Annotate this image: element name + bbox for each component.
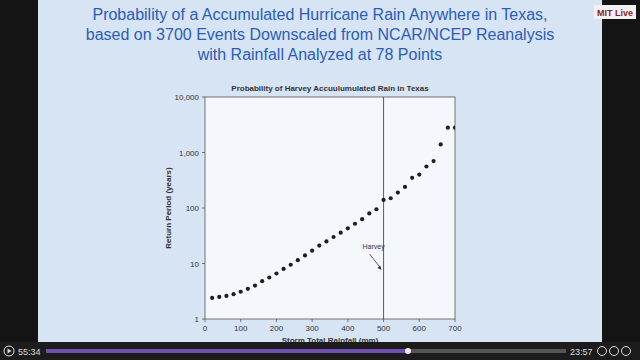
logo-text: MIT Live [597,8,633,18]
annotation-text: Harvey [362,243,385,251]
slide-title: based on 3700 Events Downscaled from NCA… [86,26,554,43]
data-point [360,217,364,221]
data-point [396,190,400,194]
data-point [439,142,443,146]
y-tick [202,319,205,320]
data-point [274,271,278,275]
data-point [296,258,300,262]
play-button[interactable] [4,346,14,356]
plot-frame [205,97,455,319]
x-tick [419,319,420,322]
data-point [267,275,271,279]
progress-track[interactable] [46,349,566,353]
logo: MIT Live [594,5,636,19]
chart: Probability of Harvey Accuulumulated Rai… [164,84,462,345]
data-point [381,198,385,202]
data-layer [210,97,455,319]
data-point [246,287,250,291]
data-point [410,176,414,180]
annotation-arrowhead [378,266,382,271]
data-point [339,231,343,235]
x-tick-label: 0 [203,324,208,333]
x-tick-label: 100 [234,324,248,333]
data-point [374,207,378,211]
x-tick [312,319,313,322]
data-point [289,263,293,267]
data-point [317,244,321,248]
data-point [346,226,350,230]
data-point [224,294,228,298]
data-point [239,290,243,294]
x-tick [276,319,277,322]
remaining-time: 23:57 [570,347,593,357]
data-point [324,239,328,243]
y-tick [202,263,205,264]
y-tick [202,208,205,209]
x-tick-label: 200 [270,324,284,333]
y-tick [202,152,205,153]
y-tick-label: 10,000 [175,93,200,102]
progress-handle[interactable] [405,348,411,354]
data-point [424,164,428,168]
play-icon [8,349,12,354]
x-tick-label: 600 [413,324,427,333]
slide-title: with Rainfall Analyzed at 78 Points [197,46,443,63]
frame: Probability of a Accumulated Hurricane R… [0,0,640,360]
data-point [353,222,357,226]
data-point [217,295,221,299]
x-tick [347,319,348,322]
data-point [253,283,257,287]
data-point [389,196,393,200]
slide-title: Probability of a Accumulated Hurricane R… [92,6,547,23]
data-point [310,249,314,253]
x-tick-label: 500 [377,324,391,333]
y-tick-label: 1,000 [179,149,200,158]
x-tick [383,319,384,322]
video-background [0,0,640,360]
data-point [260,279,264,283]
player-control[interactable] [622,347,631,356]
data-point [303,253,307,257]
annotation-line [383,97,384,319]
player-control[interactable] [598,347,607,356]
player-bar: 55:34 23:57 [0,342,640,360]
x-tick [455,319,456,322]
data-point [210,296,214,300]
x-tick-label: 300 [305,324,319,333]
data-point [331,235,335,239]
chart-title: Probability of Harvey Accuulumulated Rai… [231,84,429,93]
player-background [0,342,640,360]
y-axis-label: Return Period (years) [164,167,173,249]
data-point [281,267,285,271]
y-tick-label: 100 [186,204,200,213]
data-point [403,185,407,189]
player-control[interactable] [610,347,619,356]
x-tick [240,319,241,322]
y-tick-label: 1 [195,315,200,324]
data-point [417,172,421,176]
y-tick-label: 10 [190,260,199,269]
data-point [453,126,455,130]
annotation-arrow [370,254,381,268]
slide: Probability of a Accumulated Hurricane R… [38,0,602,342]
progress-fill [46,349,408,353]
data-point [367,211,371,215]
logo-background [594,5,636,19]
x-tick [205,319,206,322]
data-point [231,292,235,296]
data-point [431,159,435,163]
x-tick-label: 400 [341,324,355,333]
x-tick-label: 700 [448,324,462,333]
slide-background [38,0,602,342]
data-point [446,126,450,130]
y-tick [202,97,205,98]
elapsed-time: 55:34 [18,347,41,357]
